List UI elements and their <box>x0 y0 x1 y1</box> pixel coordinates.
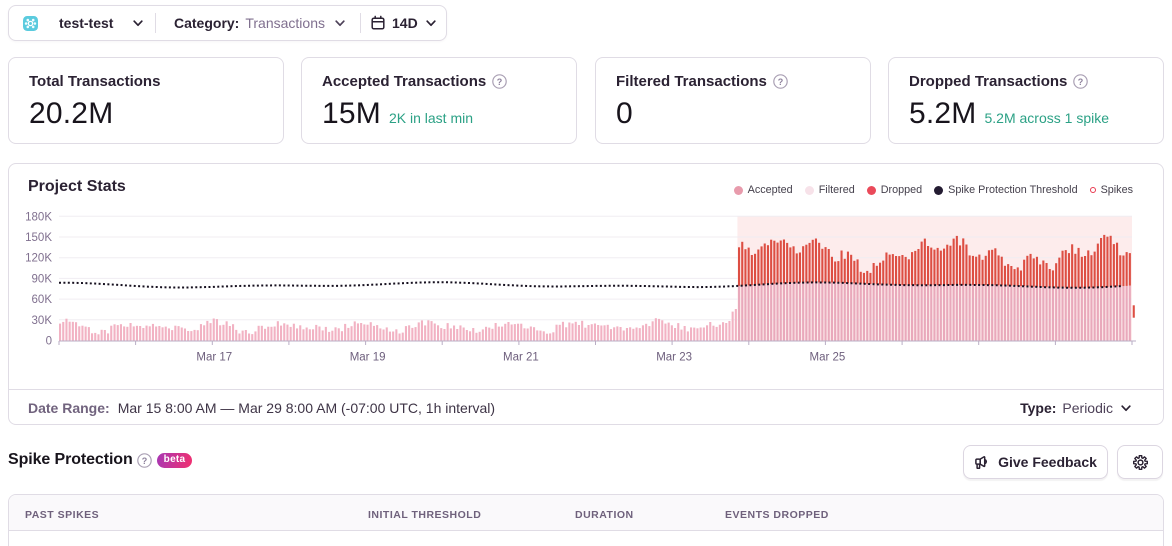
svg-text:120K: 120K <box>25 253 52 265</box>
svg-text:?: ? <box>497 77 503 87</box>
svg-text:150K: 150K <box>25 232 52 244</box>
svg-text:0: 0 <box>46 336 52 348</box>
svg-text:?: ? <box>141 455 147 465</box>
svg-text:Mar 21: Mar 21 <box>503 352 539 364</box>
svg-text:Mar 17: Mar 17 <box>196 352 232 364</box>
svg-text:180K: 180K <box>25 211 52 223</box>
svg-text:?: ? <box>778 77 784 87</box>
svg-text:Mar 19: Mar 19 <box>350 352 386 364</box>
svg-text:?: ? <box>1078 77 1084 87</box>
svg-text:Mar 23: Mar 23 <box>656 352 692 364</box>
svg-text:60K: 60K <box>32 294 53 306</box>
svg-text:Mar 25: Mar 25 <box>810 352 846 364</box>
svg-text:30K: 30K <box>32 315 53 327</box>
svg-text:90K: 90K <box>32 273 53 285</box>
